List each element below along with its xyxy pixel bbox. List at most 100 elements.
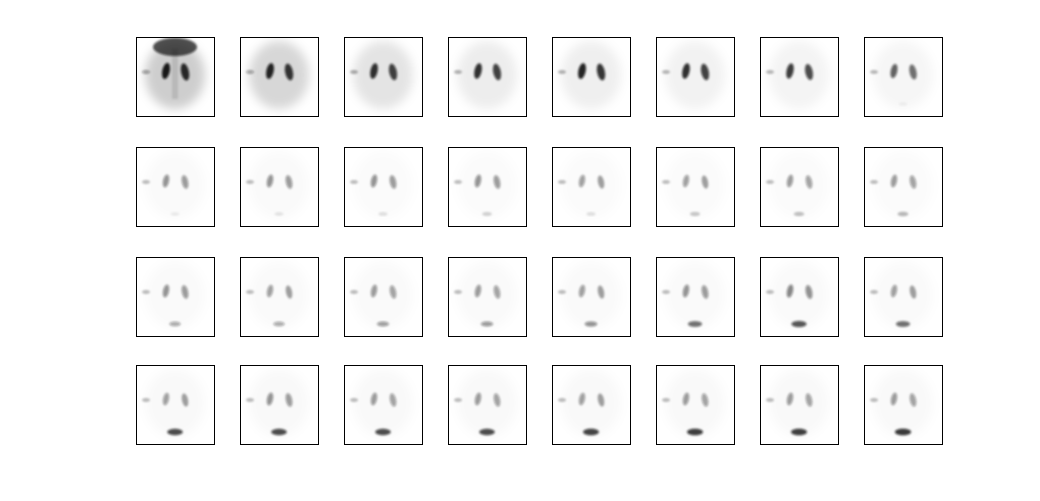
scan-frame	[552, 147, 631, 227]
scan-frame	[864, 147, 943, 227]
left-kidney-uptake	[890, 392, 898, 406]
body-background-uptake	[353, 41, 413, 109]
left-kidney-uptake	[474, 174, 482, 188]
left-kidney-uptake	[370, 174, 378, 188]
bladder-uptake	[897, 211, 909, 217]
bladder-uptake	[689, 211, 701, 217]
frame-border	[864, 147, 943, 227]
left-kidney-uptake	[682, 392, 690, 406]
right-kidney-uptake	[700, 63, 710, 81]
scan-frame	[760, 257, 839, 337]
injection-site-marker	[870, 70, 878, 74]
scan-frame	[344, 365, 423, 445]
injection-site-marker	[142, 70, 150, 74]
frame-border	[760, 257, 839, 337]
scan-frame	[344, 147, 423, 227]
right-kidney-uptake	[701, 285, 709, 299]
bladder-uptake	[271, 428, 287, 436]
right-kidney-uptake	[701, 175, 709, 189]
right-kidney-uptake	[285, 175, 293, 189]
injection-site-marker	[454, 70, 462, 74]
scan-frame	[864, 257, 943, 337]
body-background-uptake	[145, 261, 205, 329]
injection-site-marker	[246, 180, 254, 184]
scan-frame	[240, 37, 319, 117]
injection-site-marker	[870, 290, 878, 294]
body-background-uptake	[353, 151, 413, 219]
scan-frame	[240, 147, 319, 227]
scan-frame	[656, 147, 735, 227]
injection-site-marker	[246, 70, 254, 74]
right-kidney-uptake	[909, 393, 917, 407]
scan-frame	[448, 37, 527, 117]
left-kidney-uptake	[266, 63, 274, 79]
left-kidney-uptake	[786, 63, 794, 79]
right-kidney-uptake	[804, 63, 814, 81]
body-background-uptake	[457, 261, 517, 329]
body-background-uptake	[873, 369, 933, 437]
bladder-uptake	[169, 321, 181, 327]
body-background-uptake	[457, 369, 517, 437]
scan-frame	[552, 257, 631, 337]
bladder-uptake	[584, 321, 598, 327]
left-kidney-uptake	[786, 174, 794, 188]
bladder-uptake	[378, 212, 388, 216]
right-kidney-uptake	[805, 285, 813, 299]
body-background-uptake	[249, 41, 309, 109]
body-background-uptake	[665, 41, 725, 109]
body-background-uptake	[249, 369, 309, 437]
bladder-uptake	[688, 321, 702, 327]
left-kidney-uptake	[890, 63, 898, 79]
frame-border	[136, 147, 215, 227]
left-kidney-uptake	[578, 174, 586, 188]
right-kidney-uptake	[909, 175, 917, 189]
injection-site-marker	[350, 70, 358, 74]
body-background-uptake	[457, 151, 517, 219]
bladder-uptake	[274, 212, 284, 216]
left-kidney-uptake	[578, 63, 586, 79]
injection-site-marker	[558, 398, 566, 402]
right-kidney-uptake	[805, 393, 813, 407]
scan-frame	[136, 257, 215, 337]
injection-site-marker	[350, 290, 358, 294]
frame-border	[136, 257, 215, 337]
scan-frame	[240, 365, 319, 445]
left-kidney-uptake	[474, 284, 482, 298]
injection-site-marker	[558, 180, 566, 184]
injection-site-marker	[142, 398, 150, 402]
injection-site-marker	[870, 398, 878, 402]
frame-border	[760, 147, 839, 227]
left-kidney-uptake	[682, 174, 690, 188]
injection-site-marker	[246, 290, 254, 294]
body-background-uptake	[145, 369, 205, 437]
frame-border	[136, 37, 215, 117]
frame-border	[864, 257, 943, 337]
frame-border	[344, 37, 423, 117]
right-kidney-uptake	[596, 63, 606, 81]
right-kidney-uptake	[389, 393, 397, 407]
frame-border	[760, 365, 839, 445]
frame-border	[656, 257, 735, 337]
bladder-uptake	[896, 321, 910, 327]
injection-site-marker	[558, 70, 566, 74]
injection-site-marker	[662, 398, 670, 402]
left-kidney-uptake	[370, 63, 378, 79]
bladder-uptake	[687, 428, 703, 436]
frame-border	[448, 257, 527, 337]
right-kidney-uptake	[284, 63, 294, 81]
injection-site-marker	[142, 290, 150, 294]
right-kidney-uptake	[909, 64, 917, 80]
body-background-uptake	[665, 369, 725, 437]
body-background-uptake	[353, 261, 413, 329]
scan-frame	[656, 365, 735, 445]
scan-frame	[656, 37, 735, 117]
scan-frame	[760, 147, 839, 227]
left-kidney-uptake	[266, 284, 274, 298]
scan-frame	[656, 257, 735, 337]
right-kidney-uptake	[493, 393, 501, 407]
frame-border	[240, 37, 319, 117]
injection-site-marker	[766, 398, 774, 402]
aorta-uptake	[172, 49, 178, 99]
frame-border	[344, 257, 423, 337]
scan-frame	[136, 37, 215, 117]
